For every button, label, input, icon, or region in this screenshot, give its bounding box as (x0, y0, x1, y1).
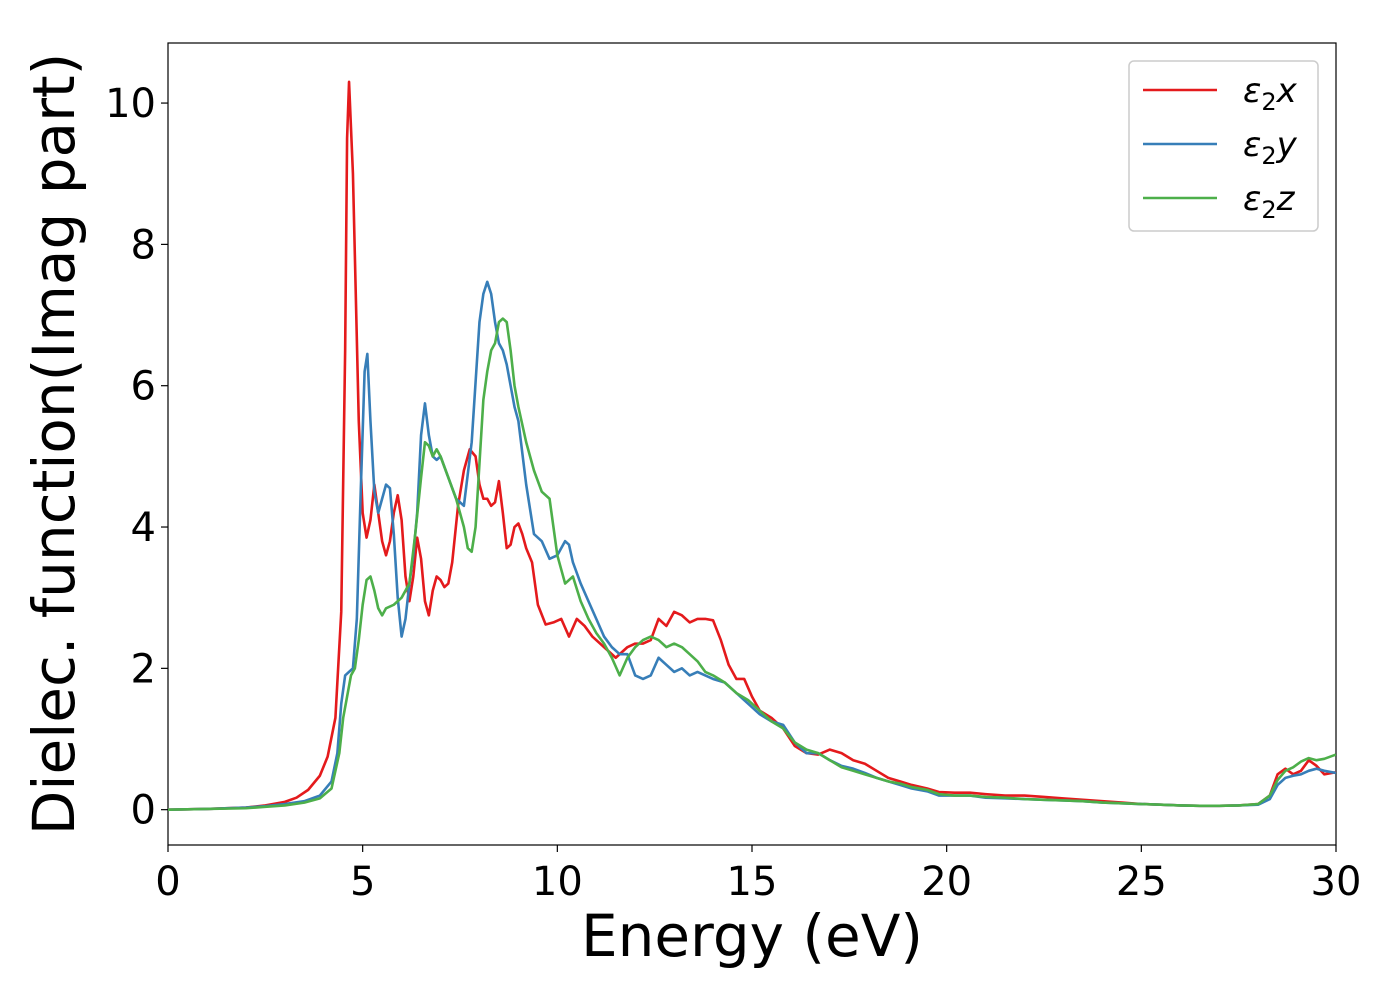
y-tick-label: 10 (105, 81, 156, 127)
legend-symbol: ε (1243, 125, 1261, 165)
legend-symbol: ε (1243, 71, 1261, 111)
legend-box (1128, 60, 1319, 232)
series-line-z (168, 317, 1336, 811)
x-tick-label: 5 (350, 859, 375, 905)
x-axis-ticks: 0 5 10 15 20 25 30 (155, 845, 1361, 905)
legend-axis: x (1276, 71, 1298, 111)
y-tick-label: 2 (131, 646, 156, 692)
legend-subscript: 2 (1261, 196, 1276, 224)
x-axis-title: Energy (eV) (581, 902, 923, 970)
series-layer (168, 80, 1336, 811)
x-tick-label: 0 (155, 859, 180, 905)
legend-subscript: 2 (1261, 142, 1276, 170)
y-tick-label: 4 (131, 505, 156, 551)
legend-label-z: ε2z (1243, 179, 1296, 224)
legend-subscript: 2 (1261, 88, 1276, 116)
x-tick-label: 20 (921, 859, 972, 905)
legend-axis: z (1276, 179, 1296, 219)
y-axis-ticks: 0 2 4 6 8 10 (105, 81, 168, 834)
x-tick-label: 10 (532, 859, 583, 905)
legend-axis: y (1276, 125, 1298, 165)
legend-symbol: ε (1243, 179, 1261, 219)
y-axis-title: Dielec. function(Imag part) (20, 53, 88, 836)
series-line-x (168, 80, 1336, 811)
y-tick-label: 6 (131, 364, 156, 410)
y-tick-label: 8 (131, 222, 156, 268)
y-tick-label: 0 (131, 788, 156, 834)
x-tick-label: 25 (1116, 859, 1167, 905)
legend-label-y: ε2y (1243, 125, 1298, 170)
x-tick-label: 15 (727, 859, 778, 905)
x-tick-label: 30 (1311, 859, 1362, 905)
legend-label-x: ε2x (1243, 71, 1298, 116)
